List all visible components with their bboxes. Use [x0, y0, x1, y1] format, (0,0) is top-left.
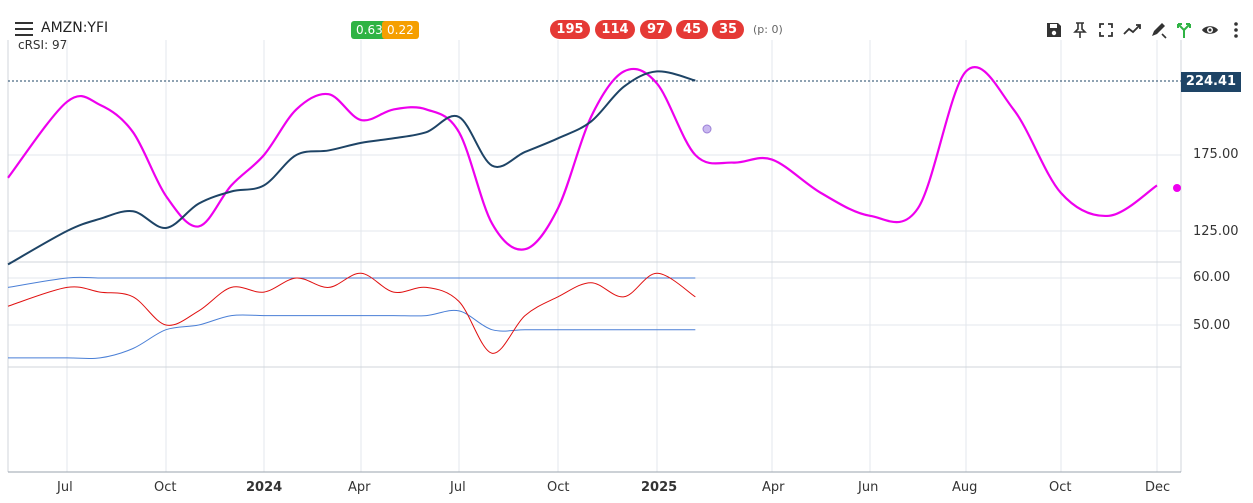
current-price-tag: 224.41: [1181, 72, 1241, 92]
chart-series: [7, 65, 1181, 360]
draw-icon[interactable]: [1148, 20, 1168, 40]
trend-icon[interactable]: [1122, 20, 1142, 40]
time-tick: Jul: [57, 480, 73, 495]
time-tick: Apr: [348, 480, 371, 495]
price-line: [7, 70, 696, 266]
cycle-pill[interactable]: 35: [712, 20, 744, 39]
score-badge-orange: 0.22: [382, 21, 419, 39]
lower-band-line: [8, 309, 696, 360]
crsi-line: [7, 272, 696, 354]
time-tick: Oct: [1049, 480, 1072, 495]
eye-icon[interactable]: [1200, 20, 1220, 40]
cycle-marker: [702, 124, 712, 134]
time-tick: 2024: [246, 480, 283, 495]
time-tick: Apr: [762, 480, 785, 495]
cycle-pill[interactable]: 45: [676, 20, 708, 39]
indicator-label: cRSI: 97: [18, 38, 68, 52]
time-tick: Oct: [547, 480, 570, 495]
chart-toolbar: AMZN:YFI cRSI: 97 0.63 0.22 195 114 97 4…: [0, 0, 1253, 52]
time-tick: Dec: [1145, 480, 1171, 495]
price-tick: 125.00: [1193, 224, 1239, 239]
time-tick: Oct: [154, 480, 177, 495]
fullscreen-icon[interactable]: [1096, 20, 1116, 40]
score-badge-green: 0.63: [351, 21, 388, 39]
time-tick: 2025: [641, 480, 678, 495]
p-value-label: (p: 0): [753, 23, 783, 36]
cycle-pill[interactable]: 195: [550, 20, 590, 39]
indicator-tick: 50.00: [1193, 318, 1231, 333]
pin-icon[interactable]: [1070, 20, 1090, 40]
time-tick: Jul: [450, 480, 466, 495]
time-tick: Jun: [858, 480, 879, 495]
upper-band-line: [7, 276, 696, 288]
cycle-line: [7, 65, 1158, 251]
cycle-end-marker: [1173, 184, 1181, 192]
cycle-pill[interactable]: 97: [640, 20, 672, 39]
indicator-tick: 60.00: [1193, 270, 1231, 285]
cycle-pill[interactable]: 114: [595, 20, 635, 39]
symbol-label[interactable]: AMZN:YFI: [41, 20, 109, 36]
grid-lines: [7, 40, 1182, 473]
time-tick: Aug: [952, 480, 978, 495]
price-tick: 175.00: [1193, 147, 1239, 162]
save-icon[interactable]: [1044, 20, 1064, 40]
menu-icon[interactable]: [15, 22, 33, 36]
more-vertical-icon[interactable]: [1226, 20, 1246, 40]
fork-icon[interactable]: [1174, 20, 1194, 40]
